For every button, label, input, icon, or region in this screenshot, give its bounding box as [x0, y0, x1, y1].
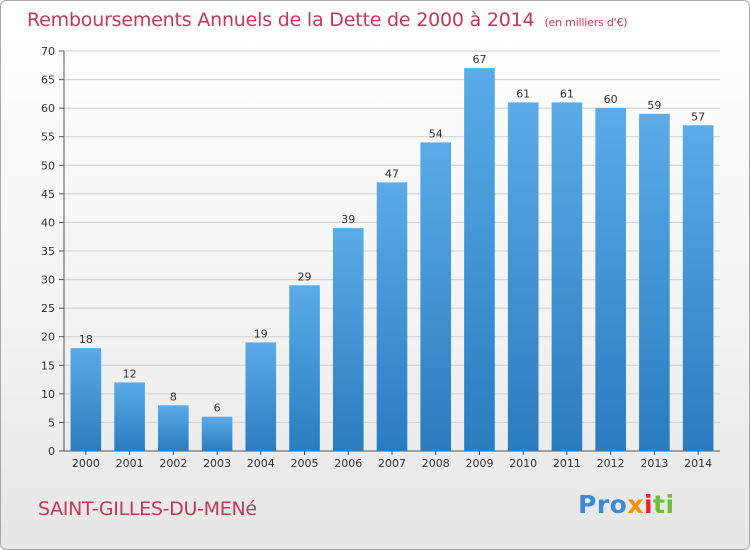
x-tick-label: 2001 [116, 457, 144, 470]
bar [114, 382, 145, 451]
bar [551, 102, 583, 451]
bar [158, 405, 189, 451]
bar [682, 125, 714, 452]
proxiti-logo: Proxiti [578, 490, 675, 519]
bar [245, 342, 277, 451]
bar [464, 68, 495, 452]
y-tick-label: 65 [41, 74, 55, 87]
bar [376, 182, 408, 451]
bar [201, 416, 233, 451]
bar [639, 113, 670, 451]
x-tick-label: 2006 [334, 457, 362, 470]
y-tick-label: 20 [41, 331, 55, 344]
logo-part-1: Pro [578, 490, 628, 519]
bar-value-label: 19 [254, 327, 268, 340]
y-tick-label: 10 [41, 388, 55, 401]
bar-value-label: 29 [298, 270, 312, 283]
chart-title: Remboursements Annuels de la Dette de 20… [27, 9, 628, 31]
bar-value-label: 61 [516, 87, 530, 100]
x-tick-label: 2004 [247, 457, 275, 470]
bar [595, 108, 626, 452]
x-tick-label: 2003 [203, 457, 231, 470]
bar [289, 285, 320, 451]
bar-value-label: 60 [604, 93, 618, 106]
bars [70, 68, 714, 452]
x-tick-label: 2009 [465, 457, 493, 470]
y-tick-label: 50 [41, 159, 55, 172]
y-tick-label: 0 [48, 445, 55, 458]
bar-value-label: 18 [79, 333, 93, 346]
logo-part-2: x [627, 490, 644, 519]
unit-note: (en milliers d'€) [544, 16, 628, 29]
bar-value-label: 39 [341, 213, 355, 226]
x-tick-label: 2013 [640, 457, 668, 470]
bar-value-label: 47 [385, 167, 399, 180]
y-tick-label: 15 [41, 359, 55, 372]
bar [70, 348, 102, 451]
y-tick-label: 35 [41, 245, 55, 258]
x-tick-label: 2002 [159, 457, 187, 470]
bar-value-label: 59 [647, 99, 661, 112]
x-tick-label: 2007 [378, 457, 406, 470]
y-tick-label: 55 [41, 131, 55, 144]
bar-value-label: 67 [472, 53, 486, 66]
bar [507, 102, 539, 451]
bar-value-label: 6 [214, 402, 221, 415]
x-tick-label: 2008 [422, 457, 450, 470]
x-tick-label: 2010 [509, 457, 537, 470]
x-tick-label: 2000 [72, 457, 100, 470]
logo-part-3: i [643, 490, 654, 519]
bar-value-label: 57 [691, 110, 705, 123]
x-tick-label: 2005 [291, 457, 319, 470]
x-tick-label: 2011 [553, 457, 581, 470]
logo-part-4: ti [653, 490, 675, 519]
data-labels: 18 12 8 6 19 29 39 47 54 67 61 61 60 59 57 [79, 53, 705, 415]
y-tick-label: 60 [41, 102, 55, 115]
commune-name: SAINT-GILLES-DU-MENé [38, 498, 257, 520]
x-tick-label: 2012 [597, 457, 625, 470]
y-tick-label: 30 [41, 274, 55, 287]
chart-title-text: Remboursements Annuels de la Dette de 20… [27, 9, 535, 31]
y-tick-label: 5 [48, 416, 55, 429]
y-tick-label: 40 [41, 216, 55, 229]
bar-value-label: 61 [560, 87, 574, 100]
y-tick-label: 45 [41, 188, 55, 201]
y-tick-label: 25 [41, 302, 55, 315]
bar [420, 142, 452, 451]
y-tick-label: 70 [41, 45, 55, 58]
bar-value-label: 8 [170, 390, 177, 403]
bar-value-label: 12 [123, 367, 137, 380]
bar [332, 228, 364, 451]
x-tick-label: 2014 [684, 457, 712, 470]
bar-value-label: 54 [429, 127, 443, 140]
